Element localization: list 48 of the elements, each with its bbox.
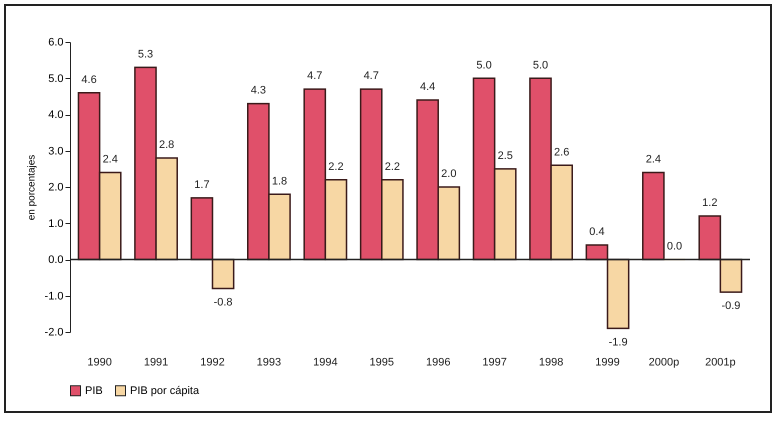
data-label: 4.4 <box>420 81 436 93</box>
x-tick-label: 1997 <box>482 356 507 368</box>
data-label: 1.2 <box>702 197 718 209</box>
x-tick-label: 1996 <box>426 356 450 368</box>
data-label: -1.9 <box>608 336 628 348</box>
x-tick-label: 1995 <box>370 356 394 368</box>
data-label: 4.7 <box>364 70 379 82</box>
x-tick-label: 1998 <box>538 356 564 368</box>
y-tick-label: 3.0 <box>48 145 64 158</box>
y-tick-label: 5.0 <box>48 72 64 85</box>
data-label: 2.8 <box>158 139 174 151</box>
data-label: 2.4 <box>646 154 662 166</box>
y-tick-label: 2.0 <box>48 182 64 194</box>
y-tick-label: 0.0 <box>48 254 64 266</box>
data-label: -0.8 <box>214 296 233 308</box>
x-tick-label: 2001p <box>705 356 736 368</box>
y-tick-label: -1.0 <box>44 290 64 302</box>
data-label: 2.2 <box>328 160 344 173</box>
data-label: 1.8 <box>272 175 288 188</box>
data-label: 2.2 <box>384 160 400 173</box>
x-tick-label: 1990 <box>87 356 112 368</box>
x-tick-label: 1991 <box>144 356 168 368</box>
legend-label: PIB <box>85 384 103 397</box>
x-tick-label: 2000p <box>648 356 680 368</box>
legend-label: PIB por cápita <box>130 384 200 397</box>
data-label: 5.0 <box>476 59 492 72</box>
data-label: 0.4 <box>589 226 605 238</box>
x-tick-label: 1994 <box>313 356 338 368</box>
data-label: 2.6 <box>554 146 570 158</box>
x-tick-label: 1992 <box>200 356 225 368</box>
data-label: -0.9 <box>721 300 740 312</box>
y-tick-label: 6.0 <box>48 36 64 48</box>
y-axis-title: en porcentajes <box>26 154 38 220</box>
data-label: 4.6 <box>81 74 97 86</box>
data-label: 0.0 <box>666 240 682 252</box>
data-label: 5.3 <box>138 48 154 60</box>
y-tick-label: -2.0 <box>44 326 64 338</box>
data-label: 2.4 <box>102 154 118 166</box>
x-tick-label: 1993 <box>256 356 282 368</box>
y-tick-label: 4.0 <box>48 109 64 121</box>
x-tick-label: 1999 <box>595 356 620 368</box>
y-tick-label: 1.0 <box>48 218 64 230</box>
data-label: 4.7 <box>307 70 322 82</box>
data-label: 4.3 <box>250 84 266 97</box>
data-label: 2.5 <box>498 150 513 162</box>
data-label: 1.7 <box>194 178 210 191</box>
data-label: 2.0 <box>441 168 456 180</box>
data-label: 5.0 <box>532 59 548 72</box>
